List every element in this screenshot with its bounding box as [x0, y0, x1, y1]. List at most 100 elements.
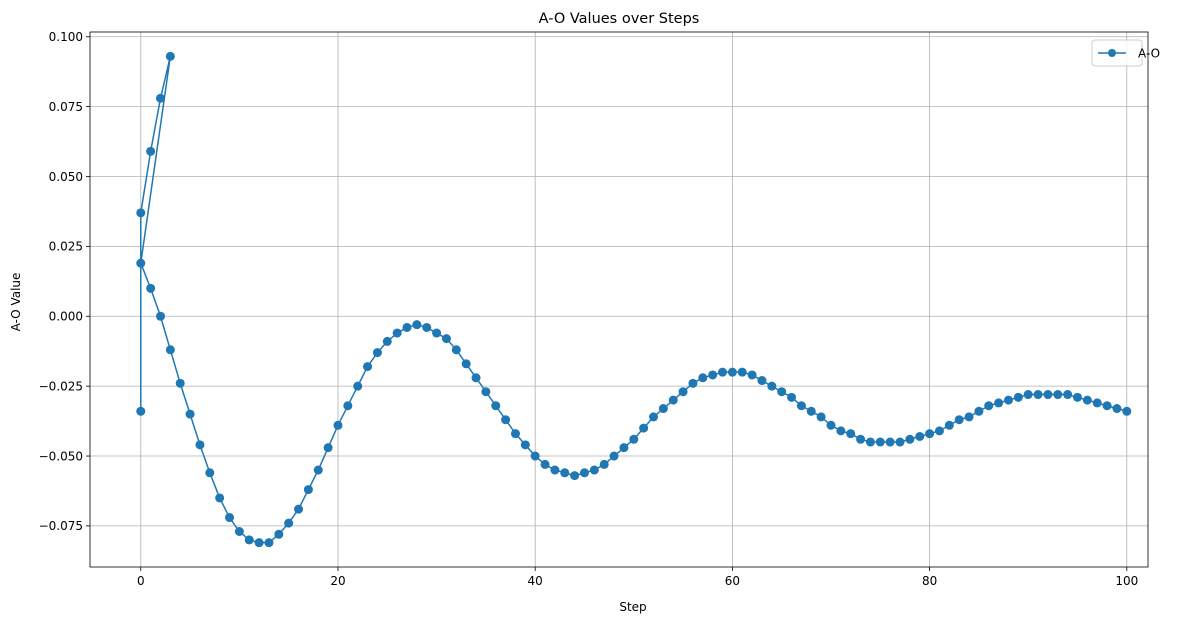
data-point	[451, 345, 461, 355]
x-tick-label: 20	[330, 574, 345, 588]
data-point	[1112, 404, 1122, 414]
data-point	[678, 387, 688, 397]
x-tick-label: 80	[922, 574, 937, 588]
data-point	[570, 471, 580, 481]
y-tick-label: −0.075	[39, 519, 83, 533]
data-point	[895, 437, 905, 447]
data-point	[1013, 392, 1023, 402]
data-point	[757, 376, 767, 386]
x-tick-label: 0	[137, 574, 145, 588]
data-point	[826, 420, 836, 430]
data-point	[944, 420, 954, 430]
legend-marker-swatch	[1108, 49, 1116, 57]
data-point	[816, 412, 826, 422]
data-point	[1043, 390, 1053, 400]
data-point	[294, 504, 304, 514]
data-point	[323, 443, 333, 453]
data-point	[215, 493, 225, 503]
data-point	[520, 440, 530, 450]
data-point	[422, 322, 432, 332]
data-point	[382, 336, 392, 346]
data-point	[856, 434, 866, 444]
data-point	[264, 538, 274, 548]
data-point	[156, 93, 165, 103]
data-point	[284, 518, 294, 528]
data-point	[412, 320, 422, 330]
data-point	[146, 146, 156, 156]
data-point	[629, 434, 639, 444]
data-point	[1082, 395, 1092, 405]
y-axis-title: A-O Value	[9, 273, 23, 332]
data-point	[205, 468, 215, 478]
y-tick-label: 0.075	[49, 100, 83, 114]
data-point	[1023, 390, 1033, 400]
x-axis: 0 20 40 60 80 100	[137, 567, 1138, 588]
data-point	[1073, 392, 1082, 402]
data-point	[994, 398, 1004, 408]
data-point	[688, 378, 698, 388]
data-point	[1063, 390, 1073, 400]
data-point	[146, 283, 156, 293]
data-point	[175, 378, 185, 388]
legend-label: A-O	[1138, 47, 1160, 61]
y-tick-label: 0.050	[49, 170, 83, 184]
data-point	[796, 401, 806, 411]
data-point	[984, 401, 994, 411]
data-point	[925, 429, 935, 439]
data-point	[747, 370, 757, 380]
data-point	[1053, 390, 1063, 400]
data-point	[225, 513, 235, 523]
data-point	[1003, 395, 1013, 405]
data-point	[668, 395, 678, 405]
data-point	[865, 437, 875, 447]
data-point	[806, 406, 816, 416]
data-point	[333, 420, 343, 430]
data-point	[708, 370, 718, 380]
data-point	[964, 412, 974, 422]
y-tick-label: −0.025	[39, 379, 83, 393]
data-point	[372, 348, 382, 358]
y-tick-label: 0.025	[49, 240, 83, 254]
data-point	[441, 334, 451, 344]
data-point	[658, 404, 668, 414]
data-point	[767, 381, 777, 391]
legend: A-O	[1091, 39, 1160, 67]
data-point	[1122, 406, 1132, 416]
data-point	[234, 527, 244, 536]
data-point	[254, 538, 264, 548]
data-point	[540, 459, 550, 469]
data-point	[471, 373, 481, 383]
data-point	[1033, 390, 1043, 400]
data-point	[501, 415, 511, 425]
x-tick-label: 100	[1115, 574, 1138, 588]
y-tick-label: −0.050	[39, 449, 83, 463]
x-tick-label: 40	[528, 574, 543, 588]
data-point	[550, 465, 560, 475]
data-point	[274, 529, 284, 539]
data-point	[787, 392, 797, 402]
data-point	[698, 373, 708, 383]
y-tick-label: 0.100	[49, 30, 83, 44]
data-point	[619, 443, 629, 453]
data-point	[599, 459, 609, 469]
data-point	[136, 406, 146, 416]
data-point	[392, 328, 402, 338]
grid	[90, 32, 1148, 567]
data-point	[954, 415, 964, 425]
series-layer	[136, 51, 1132, 548]
data-point	[836, 426, 846, 436]
data-point	[530, 451, 540, 461]
data-point	[885, 437, 895, 447]
data-point	[718, 367, 728, 377]
plot-frame	[89, 31, 1149, 568]
data-point	[846, 429, 856, 439]
data-point	[915, 431, 925, 441]
data-point	[589, 465, 599, 475]
series-line	[140, 55, 1128, 544]
data-point	[510, 429, 520, 439]
data-point	[481, 387, 491, 397]
data-point	[579, 468, 589, 478]
data-point	[136, 208, 146, 218]
